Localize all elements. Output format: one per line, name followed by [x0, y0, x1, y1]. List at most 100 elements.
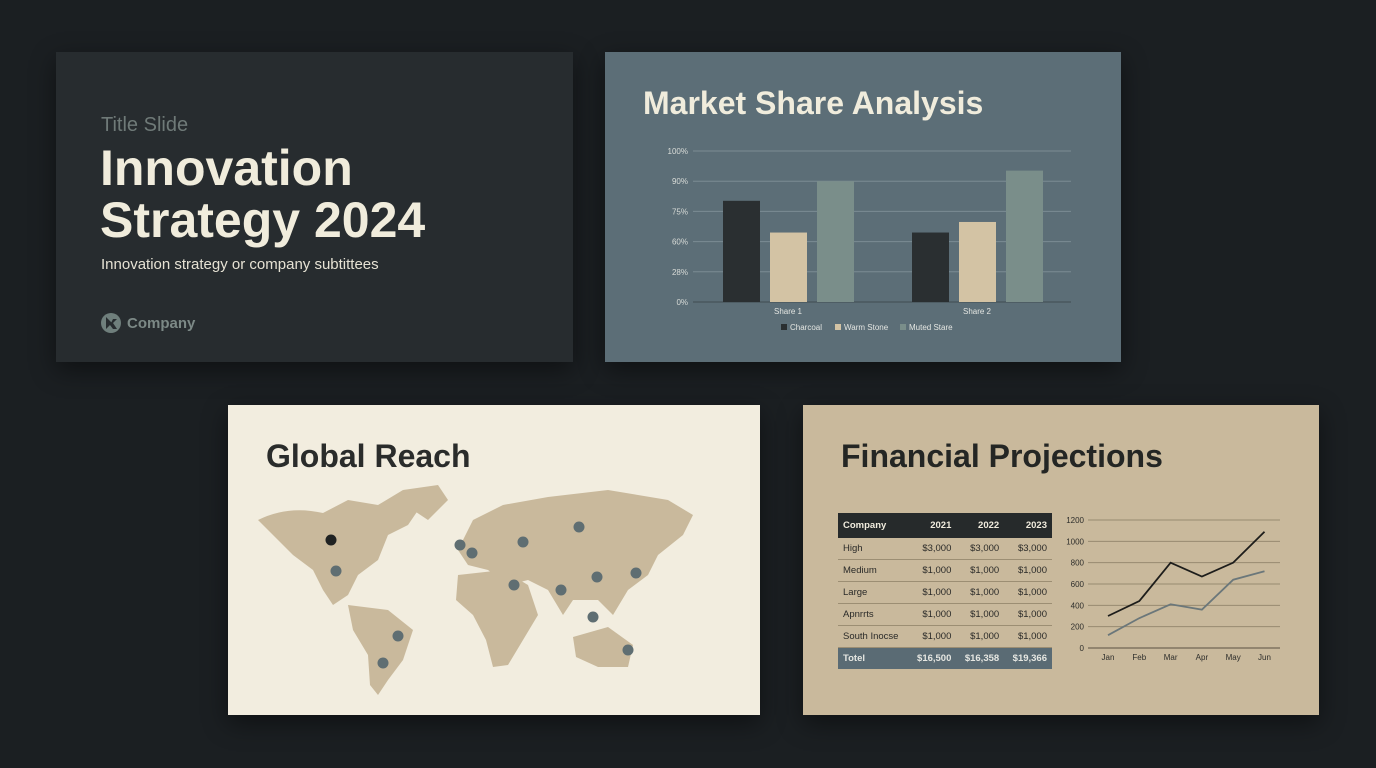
table-cell: $1,000 — [1004, 603, 1052, 626]
y-tick-label: 75% — [672, 207, 688, 216]
north-america — [258, 490, 423, 605]
bar-chart: 0% 28% 60% 75% 90% 100% Share 1 Share 2 Charcoal… — [668, 147, 1071, 332]
bar — [959, 221, 996, 302]
y-tick-label: 0% — [676, 298, 688, 307]
financial-table: Company 2021 2022 2023 High $3,000 $3,000 $… — [838, 513, 1052, 669]
table-cell: $1,000 — [908, 581, 957, 604]
table-cell: $1,000 — [956, 603, 1005, 626]
continents — [258, 485, 693, 695]
slide-title: Innovation Strategy 2024 — [100, 142, 425, 246]
location-marker — [392, 630, 404, 642]
company-logo: Company — [101, 313, 195, 333]
table-cell: $1,000 — [956, 559, 1005, 582]
location-marker — [330, 565, 342, 577]
x-tick-label: Mar — [1164, 653, 1178, 662]
column-header: Company — [838, 513, 909, 538]
location-marker — [325, 534, 337, 546]
table-cell: $1,000 — [1004, 581, 1052, 604]
location-marker — [377, 657, 389, 669]
table-cell: $19,366 — [1004, 647, 1052, 669]
table-row: High $3,000 $3,000 $3,000 — [838, 538, 1052, 560]
location-marker — [555, 584, 567, 596]
legend-swatch — [781, 324, 787, 330]
table-cell: $1,000 — [1004, 625, 1052, 648]
series-line — [1107, 531, 1266, 617]
table-cell: $1,000 — [956, 625, 1005, 648]
slide-title: Market Share Analysis — [643, 85, 984, 121]
table-row: South Inocse $1,000 $1,000 $1,000 — [838, 625, 1052, 648]
africa — [456, 570, 538, 667]
legend-label: Charcoal — [790, 323, 822, 332]
table-cell: High — [838, 538, 909, 560]
location-marker — [508, 579, 520, 591]
column-header: 2022 — [956, 513, 1005, 538]
table-cell: $1,000 — [908, 625, 957, 648]
legend-label: Muted Stare — [909, 323, 953, 332]
global-reach-slide[interactable]: Global Reach — [228, 405, 760, 715]
title-line-2: Strategy 2024 — [100, 192, 426, 248]
table-row: Large $1,000 $1,000 $1,000 — [838, 581, 1052, 604]
table-cell: Apnrrts — [838, 603, 909, 626]
y-tick-label: 1000 — [1066, 537, 1084, 546]
x-tick-label: Share 1 — [774, 307, 803, 316]
series-line — [1107, 570, 1265, 636]
x-tick-label: Share 2 — [963, 307, 992, 316]
location-marker — [454, 539, 466, 551]
bar — [1006, 170, 1043, 302]
table-cell: Large — [838, 581, 909, 604]
x-tick-label: Jun — [1258, 653, 1271, 662]
slide-title: Global Reach — [266, 438, 471, 474]
y-tick-label: 200 — [1071, 623, 1085, 632]
table-cell: $16,500 — [908, 647, 957, 669]
column-header: 2023 — [1004, 513, 1052, 538]
y-tick-label: 1200 — [1066, 516, 1084, 525]
legend-label: Warm Stone — [844, 323, 889, 332]
location-marker — [591, 571, 603, 583]
y-tick-label: 800 — [1071, 559, 1085, 568]
table-cell: $1,000 — [908, 559, 957, 582]
legend-swatch — [835, 324, 841, 330]
y-tick-label: 28% — [672, 268, 688, 277]
location-marker — [517, 536, 529, 548]
y-tick-label: 60% — [672, 238, 688, 247]
y-tick-label: 0 — [1080, 644, 1085, 653]
y-tick-label: 100% — [668, 147, 688, 156]
bar — [770, 232, 807, 302]
table-cell: South Inocse — [838, 625, 909, 648]
bar — [723, 200, 760, 302]
world-map — [258, 485, 693, 695]
location-markers — [325, 521, 642, 669]
x-tick-label: Jan — [1102, 653, 1115, 662]
table-row: Apnrrts $1,000 $1,000 $1,000 — [838, 603, 1052, 626]
bar — [817, 181, 854, 302]
location-marker — [630, 567, 642, 579]
greenland — [403, 485, 448, 520]
financial-projections-slide[interactable]: Financial Projections Company 2021 2022 … — [803, 405, 1319, 715]
table-cell: $1,000 — [1004, 559, 1052, 582]
company-name: Company — [127, 314, 196, 332]
table-cell: $16,358 — [956, 647, 1005, 669]
location-marker — [466, 547, 478, 559]
table-cell: $1,000 — [908, 603, 957, 626]
table-cell: Totel — [838, 647, 909, 669]
x-tick-label: May — [1226, 653, 1241, 662]
slide-subtitle: Innovation strategy or company subtittee… — [101, 256, 379, 273]
y-tick-label: 400 — [1071, 601, 1085, 610]
x-tick-label: Feb — [1132, 653, 1146, 662]
line-chart: 0 200 400 600 800 1000 1200 Jan Feb Mar Apr May Jun — [1066, 516, 1280, 662]
south-america — [348, 605, 413, 695]
australia — [573, 627, 633, 667]
market-share-slide[interactable]: Market Share Analysis 0% 28% 60% 75% 90% 100%… — [605, 52, 1121, 362]
location-marker — [587, 611, 599, 623]
table-cell: Medium — [838, 559, 909, 582]
column-header: 2021 — [908, 513, 957, 538]
slide-label: Title Slide — [101, 114, 189, 136]
table-cell: $1,000 — [956, 581, 1005, 604]
table-cell: $3,000 — [1004, 538, 1052, 560]
legend-swatch — [900, 324, 906, 330]
bar — [912, 232, 949, 302]
company-logo-icon — [101, 313, 121, 333]
y-tick-label: 90% — [672, 177, 688, 186]
title-line-1: Innovation — [100, 140, 353, 196]
title-slide[interactable]: Title Slide Innovation Strategy 2024 Inno… — [56, 52, 573, 362]
